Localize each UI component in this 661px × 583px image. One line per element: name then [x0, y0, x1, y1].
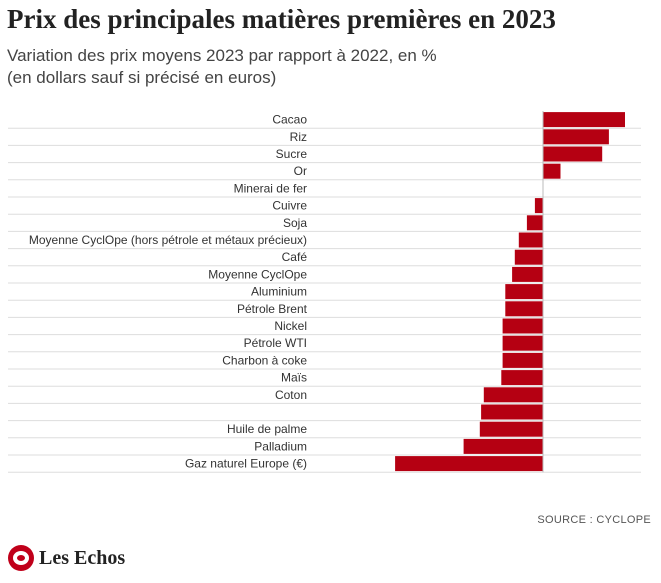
bar	[502, 318, 543, 334]
bar	[483, 387, 543, 403]
chart-subtitle: Variation des prix moyens 2023 par rappo…	[7, 45, 437, 89]
category-labels: Cacao Riz Sucre Or Minerai de fer Cuivre Soja M…	[29, 113, 308, 471]
category-label: Soja	[283, 216, 307, 230]
category-label: Cacao	[272, 113, 307, 127]
bar	[395, 456, 543, 472]
bar	[505, 301, 543, 317]
category-label: Cuivre	[272, 199, 307, 213]
bar	[543, 146, 603, 162]
category-label: Café	[282, 250, 308, 264]
category-label: Maïs	[281, 371, 307, 385]
category-label: Gaz naturel Europe (€)	[185, 457, 307, 471]
les-echos-logo-icon	[8, 545, 34, 571]
bar	[505, 284, 543, 300]
category-label: Riz	[290, 130, 307, 144]
category-label: Moyenne CyclOpe	[208, 267, 307, 281]
bar	[534, 198, 543, 214]
subtitle-line-2: (en dollars sauf si précisé en euros)	[7, 68, 277, 87]
bar	[526, 215, 543, 231]
bar-chart: Cacao Riz Sucre Or Minerai de fer Cuivre Soja M…	[8, 111, 641, 473]
bar	[518, 232, 543, 248]
source-note: SOURCE : CYCLOPE	[537, 514, 651, 526]
category-label: Charbon à coke	[222, 353, 307, 367]
subtitle-line-1: Variation des prix moyens 2023 par rappo…	[7, 46, 437, 65]
bar	[502, 335, 543, 351]
category-label: Palladium	[254, 439, 307, 453]
category-label: Aluminium	[251, 285, 307, 299]
category-label: Pétrole Brent	[237, 302, 308, 316]
category-label: Coton	[275, 388, 307, 402]
category-label: Or	[294, 164, 307, 178]
bar	[514, 249, 543, 265]
category-label: Huile de palme	[227, 422, 307, 436]
bar	[501, 370, 543, 386]
les-echos-logo: Les Echos	[8, 545, 125, 571]
bar	[543, 112, 625, 128]
grid-lines	[8, 127, 641, 473]
bar	[543, 129, 609, 145]
chart-title: Prix des principales matières premières …	[7, 4, 556, 34]
category-label: Moyenne CyclOpe (hors pétrole et métaux …	[29, 233, 307, 247]
bar	[512, 266, 543, 282]
category-label: Nickel	[274, 319, 307, 333]
bar	[502, 352, 543, 368]
bar	[543, 163, 561, 179]
bars	[395, 112, 625, 472]
bar	[479, 421, 543, 437]
bar	[481, 404, 543, 420]
category-label: Sucre	[276, 147, 308, 161]
bar	[463, 438, 543, 454]
category-label: Pétrole WTI	[244, 336, 307, 350]
category-label: Minerai de fer	[234, 181, 307, 195]
brand-name: Les Echos	[39, 546, 126, 569]
